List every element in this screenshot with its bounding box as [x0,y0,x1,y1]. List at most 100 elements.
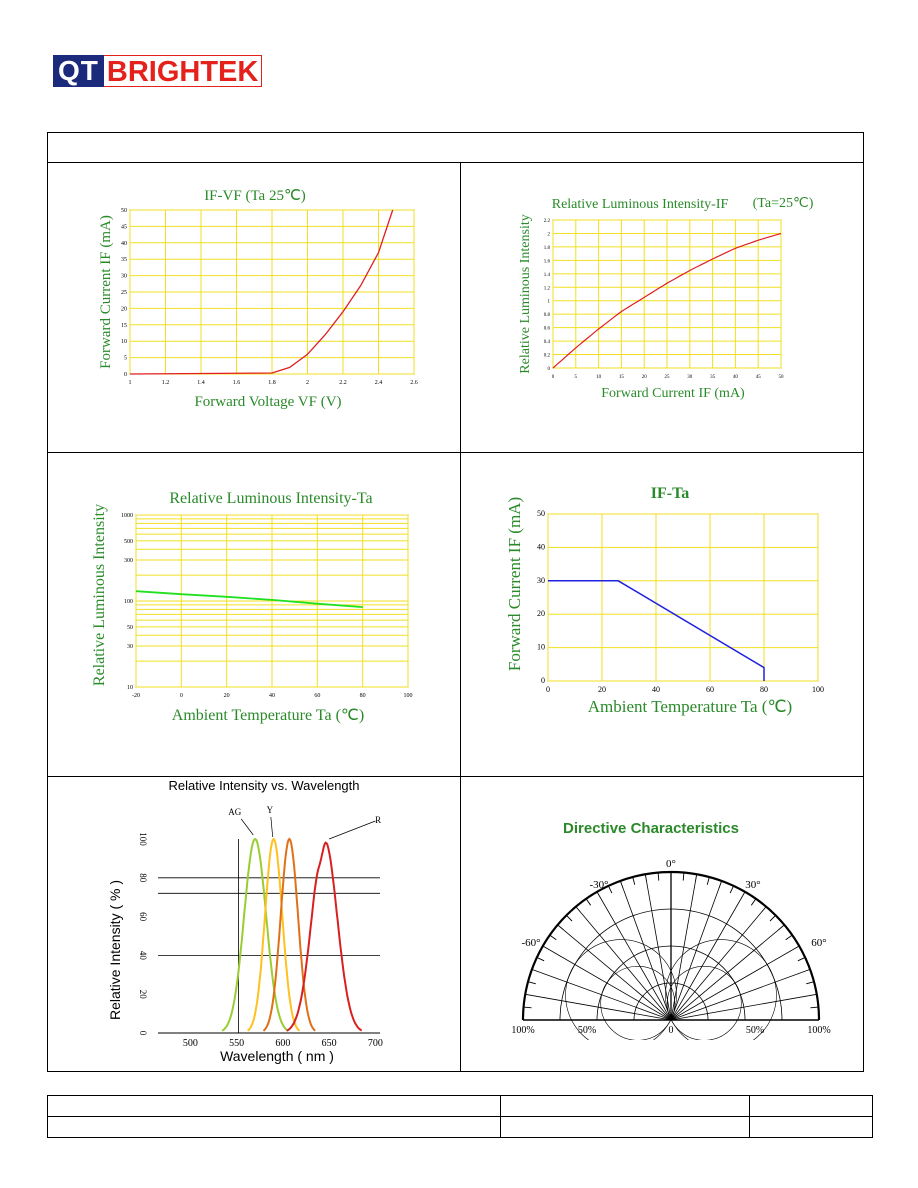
ifta-ytick: 0 [541,676,545,685]
directive-tick [808,993,817,997]
ifvf-ytick: 40 [121,241,127,247]
rlta-xtick: 100 [404,693,413,699]
charts-frame [47,132,864,1072]
rlif-chart: Relative Luminous Intensity-IF (Ta=25℃) … [518,196,814,401]
ifta-ytick: 30 [537,576,545,585]
rlta-title: Relative Luminous Intensity-Ta [169,490,372,507]
row-divider-2 [48,776,863,777]
ifta-ytick: 50 [537,509,545,518]
directive-spoke [646,882,672,1021]
directive-pattern [565,939,677,1040]
directive-spoke [622,888,672,1021]
ifvf-xtick: 2.4 [375,380,383,386]
spectrum-label-r: R [375,815,381,825]
ifvf-xtick: 1.4 [197,380,205,386]
rlta-xtick: 40 [269,693,275,699]
directive-pattern [665,939,777,1040]
directive-spoke [533,995,672,1021]
directive-tick [769,915,776,922]
rlif-ytick: 0.6 [544,327,551,332]
ifvf-xtick: 2.2 [339,380,347,386]
rlif-title2: (Ta=25℃) [753,196,814,211]
directive-spoke [600,898,672,1021]
ifta-chart: IF-Ta 0 20 40 60 80 100 0 10 20 30 40 50 Ambient Te… [505,485,824,716]
directive-tick [525,993,534,997]
spectrum-xtick: 650 [322,1038,337,1049]
ifvf-xtick: 1 [129,380,132,386]
ifta-curve [548,580,765,681]
directive-angle-0: 0° [666,858,676,870]
ifta-xtick: 100 [812,685,824,694]
spectrum-curve-AG [221,837,289,1032]
directive-spoke [670,949,793,1021]
directive-tick [632,876,636,885]
company-logo: QT BRIGHTEK [53,55,263,88]
rlif-ytick: 2.2 [544,219,551,224]
directive-tick [619,880,624,889]
rlif-xtick: 10 [596,375,602,380]
directive-pattern [667,966,742,1040]
header-divider [48,162,863,163]
directive-tick [523,1006,532,1009]
spectrum-xtick: 700 [368,1038,383,1049]
ifvf-chart: IF-VF (Ta 25℃) 1 1.2 1.4 1.6 1.8 2 2.2 2.4 2.6 0 5… [98,188,418,410]
ifvf-xtick: 2 [306,380,309,386]
ifvf-ytick: 45 [121,224,127,230]
ifta-xtick: 80 [760,685,768,694]
rlif-xtick: 20 [642,375,648,380]
directive-tick [549,934,557,941]
spectrum-ytick: 0 [138,1031,148,1036]
rlta-xtick: 80 [360,693,366,699]
directive-spoke [670,929,779,1021]
rlif-ylabel: Relative Luminous Intensity [518,214,533,373]
ifvf-title: IF-VF (Ta 25℃) [204,188,306,204]
rlta-ytick: 500 [124,539,133,545]
ifta-ylabel: Forward Current IF (mA) [505,497,524,671]
rlif-xtick: 30 [687,375,693,380]
directive-spoke [563,929,672,1021]
directive-angle-m30: -30° [589,879,608,891]
spectrum-label-ag-leader [240,818,254,836]
directive-angle-60: 60° [811,937,826,949]
directive-chart: Directive Characteristics 0° -30° 30° -60° 6… [511,820,831,1040]
rlta-ytick: 1000 [121,513,133,519]
rlif-ytick: 0.4 [544,340,551,345]
ifvf-ytick: 20 [121,306,127,312]
ifta-xtick: 0 [546,685,550,694]
spectrum-label-r-leader [328,820,376,840]
directive-spoke [670,898,742,1021]
rlta-ytick: 300 [124,558,133,564]
directive-tick [557,924,565,931]
directive-tick [810,1006,819,1009]
spectrum-xtick: 550 [229,1038,244,1049]
directive-angle-m60: -60° [521,937,540,949]
ifta-ytick: 10 [537,643,545,652]
rlif-ytick: 1.6 [544,259,551,264]
rlif-xlabel: Forward Current IF (mA) [601,386,745,401]
ifvf-xtick: 1.2 [162,380,170,386]
footer-table [47,1095,873,1138]
ifvf-ylabel: Forward Current IF (mA) [98,215,114,369]
directive-spoke [670,995,809,1021]
directive-tick [718,880,723,889]
directive-spoke [670,971,803,1021]
ifvf-ytick: 30 [121,274,127,280]
directive-tick [760,906,767,914]
ifta-xtick: 20 [598,685,606,694]
directive-tick [792,945,800,951]
spectrum-chart: Relative Intensity vs. Wavelength 500 550… [107,778,383,1064]
directive-bottom-label: 100% [807,1025,830,1036]
rlif-xtick: 25 [665,375,671,380]
ifvf-ytick: 25 [121,290,127,296]
spectrum-xtick: 500 [183,1038,198,1049]
rlif-xtick: 40 [733,375,739,380]
rlta-curve [135,590,363,608]
rlta-xtick: 20 [224,693,230,699]
directive-bottom-label: 50% [578,1025,596,1036]
logo-qt: QT [53,55,104,87]
ifvf-ytick: 50 [121,208,127,214]
rlif-title: Relative Luminous Intensity-IF [552,197,729,212]
ifvf-ytick: 10 [121,339,127,345]
directive-title: Directive Characteristics [563,820,739,837]
directive-tick [694,874,698,883]
